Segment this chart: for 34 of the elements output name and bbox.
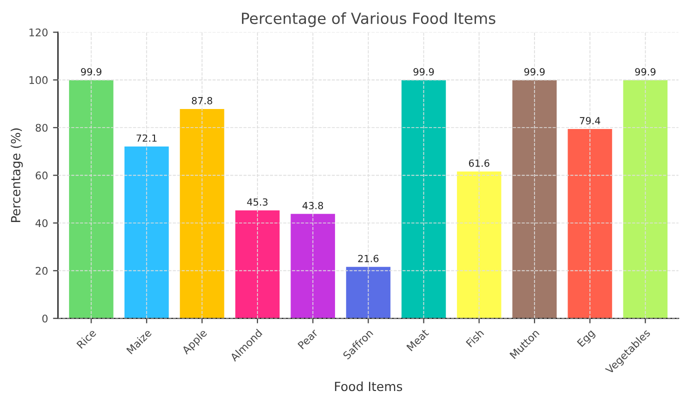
data-label: 99.9	[413, 68, 434, 76]
bar	[235, 210, 280, 318]
x-axis-title: Food Items	[335, 381, 402, 392]
bar	[180, 109, 224, 318]
chart-title: Percentage of Various Food Items	[242, 12, 496, 28]
data-label: 45.3	[247, 198, 268, 206]
bar	[124, 146, 169, 318]
data-label: 61.6	[468, 159, 490, 167]
data-label: 99.9	[81, 68, 102, 76]
y-tick-label: 60	[36, 172, 48, 180]
bar	[69, 80, 114, 318]
y-tick-label: 120	[30, 28, 48, 36]
data-label: 43.8	[302, 202, 324, 210]
bar	[346, 266, 390, 318]
y-tick-label: 100	[30, 76, 48, 84]
bar	[402, 80, 446, 318]
bar	[456, 171, 502, 318]
data-label: 99.9	[635, 68, 656, 76]
bar	[568, 129, 612, 318]
y-tick-label: 0	[42, 314, 48, 322]
y-tick-label: 80	[36, 124, 48, 132]
data-label: 79.4	[580, 117, 600, 124]
bar	[512, 80, 557, 318]
y-tick-label: 40	[36, 219, 48, 228]
y-axis-title: Percentage (%)	[10, 128, 23, 222]
data-label: 87.8	[192, 97, 212, 104]
data-label: 99.9	[524, 68, 545, 76]
data-label: 21.6	[358, 254, 378, 262]
bar	[623, 80, 668, 318]
data-label: 72.1	[136, 134, 157, 142]
bar	[290, 214, 336, 318]
y-tick-label: 20	[36, 266, 48, 275]
x-tick-label: Egg	[576, 328, 596, 349]
x-tick-label: Fish	[466, 328, 484, 348]
